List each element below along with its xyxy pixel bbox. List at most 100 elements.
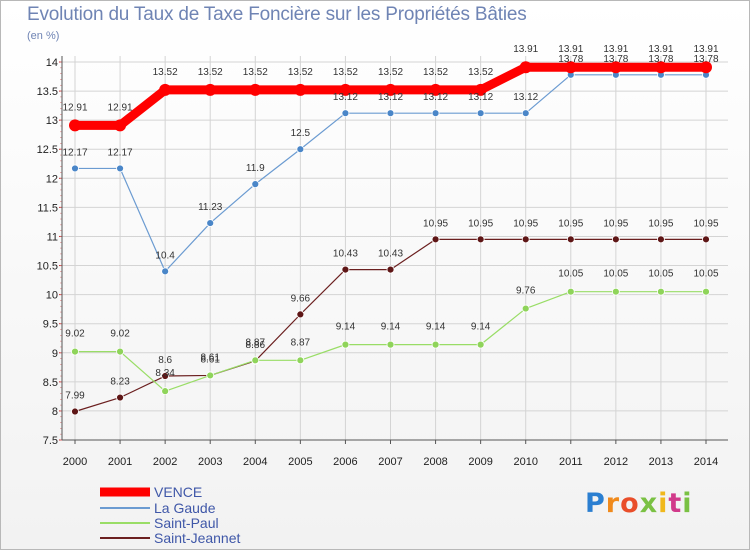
data-label: 12.5: [291, 128, 311, 139]
data-label: 13.52: [243, 67, 268, 78]
y-tick-label: 9: [52, 348, 58, 360]
x-tick-label: 2013: [649, 456, 673, 468]
data-point: [161, 267, 170, 276]
y-tick-label: 8: [52, 406, 58, 418]
x-tick-label: 2009: [468, 456, 492, 468]
data-point: [161, 372, 170, 380]
data-point: [251, 356, 260, 365]
data-point: [71, 407, 79, 416]
data-label: 13.91: [648, 44, 673, 55]
data-label: 10.4: [155, 250, 175, 261]
data-point: [476, 109, 485, 118]
data-label: 8.86: [246, 340, 266, 351]
y-tick-label: 11.5: [37, 202, 58, 214]
data-label: 10.95: [513, 218, 538, 229]
data-label: 13.78: [693, 54, 718, 65]
data-point: [114, 119, 127, 132]
data-point: [116, 393, 124, 402]
data-point: [519, 61, 532, 74]
y-tick-label: 14: [46, 57, 58, 69]
series-group: [69, 61, 712, 416]
data-label: 13.91: [513, 44, 538, 55]
data-label: 10.95: [558, 218, 583, 229]
data-label: 9.66: [291, 293, 311, 304]
data-point: [566, 287, 575, 296]
data-label: 12.17: [108, 147, 133, 158]
data-point: [296, 145, 305, 154]
data-point: [431, 340, 440, 349]
data-point: [161, 387, 170, 396]
x-tick-label: 2003: [198, 456, 222, 468]
x-tick-label: 2001: [108, 456, 132, 468]
data-point: [339, 83, 352, 96]
data-point: [521, 304, 530, 313]
data-point: [386, 109, 395, 118]
data-label: 13.12: [333, 92, 358, 103]
data-point: [116, 347, 124, 356]
data-label: 10.05: [558, 269, 583, 280]
axes: [59, 56, 728, 444]
data-label: 10.95: [468, 218, 493, 229]
data-label: 10.05: [648, 269, 673, 280]
data-point: [71, 164, 79, 173]
data-label: 13.78: [648, 54, 673, 65]
y-tick-label: 12.5: [37, 144, 58, 156]
data-point: [521, 109, 530, 118]
x-tick-labels: 2000 2001 2002 2003 2004 2005 2006 2007 2008 2009…: [63, 456, 718, 468]
x-tick-label: 2000: [63, 456, 87, 468]
x-tick-label: 2007: [378, 456, 402, 468]
legend-label: Saint-Paul: [154, 515, 219, 531]
data-label: 9.14: [426, 322, 446, 333]
data-point: [384, 83, 397, 96]
data-label: 8.87: [246, 337, 266, 348]
data-label: 13.78: [603, 54, 628, 65]
data-point: [206, 371, 215, 380]
data-point: [204, 83, 217, 96]
data-point: [341, 265, 350, 274]
data-point: [386, 340, 395, 349]
x-tick-label: 2010: [513, 456, 537, 468]
data-point: [69, 119, 81, 132]
data-point: [657, 235, 665, 244]
data-point: [249, 83, 262, 96]
data-label: 10.43: [378, 249, 403, 260]
data-point: [294, 83, 307, 96]
data-label: 12.91: [108, 102, 133, 113]
logo-letter: o: [620, 488, 640, 519]
data-label: 8.61: [200, 354, 220, 365]
y-tick-label: 7.5: [43, 435, 58, 447]
legend-label: La Gaude: [154, 500, 216, 516]
data-point: [700, 61, 712, 74]
data-point: [296, 356, 305, 365]
data-label: 9.02: [65, 329, 85, 340]
y-tick-label: 10.5: [37, 261, 58, 273]
data-point: [386, 265, 395, 274]
data-label: 12.91: [62, 102, 87, 113]
data-label: 10.95: [648, 218, 673, 229]
data-point: [431, 235, 440, 244]
data-point: [521, 235, 530, 244]
x-tick-label: 2014: [694, 456, 718, 468]
data-label: 13.52: [468, 67, 493, 78]
data-label: 11.9: [246, 163, 265, 174]
x-tick-label: 2012: [604, 456, 628, 468]
data-label: 13.12: [468, 92, 493, 103]
data-point: [476, 235, 485, 244]
data-label: 8.23: [110, 377, 130, 388]
x-tick-label: 2002: [153, 456, 177, 468]
data-label: 8.6: [158, 355, 172, 366]
data-label: 11.23: [198, 202, 223, 213]
y-tick-label: 11: [47, 231, 58, 243]
data-point: [702, 235, 710, 244]
data-point: [654, 61, 667, 74]
y-tick-label: 8.5: [43, 377, 58, 389]
data-point: [206, 219, 215, 227]
logo-letter: x: [639, 488, 659, 519]
x-tick-label: 2006: [333, 456, 357, 468]
data-point: [431, 109, 440, 118]
y-tick-label: 10: [46, 290, 58, 302]
data-label: 9.76: [516, 286, 536, 297]
data-label: 13.91: [558, 44, 583, 55]
data-label: 13.91: [693, 44, 718, 55]
data-point: [251, 180, 260, 189]
